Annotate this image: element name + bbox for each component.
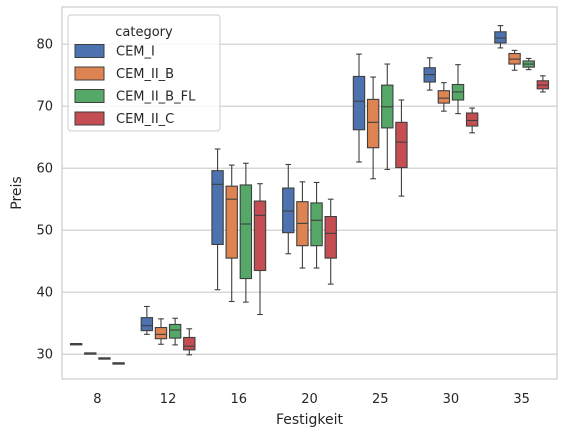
box-iqr xyxy=(140,317,154,332)
box-cem-ii-b-fl xyxy=(522,57,535,71)
box-cem-i xyxy=(282,163,295,255)
box-cem-ii-b xyxy=(154,318,168,345)
box-iqr xyxy=(239,184,253,280)
box-cem-ii-b-fl xyxy=(98,357,111,360)
y-tick-label: 30 xyxy=(36,348,53,363)
legend-swatch xyxy=(74,111,105,126)
box-cem-ii-b xyxy=(437,82,451,112)
box-cem-i xyxy=(140,305,154,335)
box-iqr xyxy=(437,90,451,104)
x-tick-label: 12 xyxy=(160,392,177,407)
x-tick-label: 35 xyxy=(513,392,530,407)
box-cem-ii-b xyxy=(296,181,309,269)
box-iqr xyxy=(310,202,323,247)
box-cem-i xyxy=(211,148,224,291)
box-cem-ii-b xyxy=(84,352,97,355)
legend-swatch xyxy=(74,66,105,81)
box-cem-ii-c xyxy=(395,99,408,197)
y-tick-label: 40 xyxy=(36,286,53,301)
y-tick-label: 80 xyxy=(36,38,53,53)
box-iqr xyxy=(324,216,337,259)
y-axis-label: Preis xyxy=(9,176,25,209)
box-cem-ii-b-fl xyxy=(168,317,182,346)
legend: category CEM_I CEM_II_B CEM_II_B_FL CEM_II_… xyxy=(67,14,221,132)
box-cem-i xyxy=(423,57,436,91)
box-iqr xyxy=(465,112,479,127)
x-tick-label: 16 xyxy=(231,392,248,407)
box-iqr xyxy=(168,323,182,339)
box-cem-ii-b-fl xyxy=(239,162,253,303)
box-cem-ii-c xyxy=(253,183,267,316)
box-cem-ii-c xyxy=(324,198,337,285)
legend-frame xyxy=(67,14,221,132)
box-iqr xyxy=(395,121,408,169)
x-tick-label: 30 xyxy=(443,392,460,407)
y-axis-ticks: 30 40 50 60 70 80 xyxy=(36,38,53,363)
box-cem-ii-b-fl xyxy=(381,63,394,170)
box-iqr xyxy=(225,185,238,259)
x-tick-label: 25 xyxy=(372,392,389,407)
box-cem-i xyxy=(69,343,83,346)
legend-label: CEM_II_B_FL xyxy=(116,90,196,105)
legend-label: CEM_II_C xyxy=(116,112,174,127)
y-tick-label: 60 xyxy=(36,162,53,177)
legend-label: CEM_I xyxy=(116,45,155,60)
box-cem-i xyxy=(352,53,366,163)
box-cem-ii-b xyxy=(366,76,380,180)
box-cem-ii-b-fl xyxy=(310,181,323,269)
box-cem-ii-b xyxy=(508,49,521,71)
legend-swatch xyxy=(74,44,105,58)
box-cem-ii-b-fl xyxy=(451,64,465,115)
box-cem-ii-c xyxy=(536,75,550,93)
legend-title: category xyxy=(115,25,173,40)
x-axis-label: Festigkeit xyxy=(276,412,344,428)
legend-entries: CEM_I CEM_II_B CEM_II_B_FL CEM_II_C xyxy=(74,44,196,127)
box-iqr xyxy=(211,170,224,246)
box-iqr xyxy=(154,326,168,340)
x-axis-ticks: 8 12 16 20 25 30 35 xyxy=(93,392,530,407)
box-iqr xyxy=(494,31,507,44)
box-cem-ii-c xyxy=(112,362,125,365)
box-iqr xyxy=(253,200,267,272)
box-iqr xyxy=(352,75,366,131)
box-plot-series xyxy=(69,25,550,365)
y-tick-label: 70 xyxy=(36,100,53,115)
plot-area-frame xyxy=(61,6,558,380)
x-tick-label: 20 xyxy=(301,392,318,407)
legend-swatch xyxy=(74,89,105,103)
box-iqr xyxy=(282,187,295,234)
box-iqr xyxy=(366,98,380,149)
x-tick-label: 8 xyxy=(93,392,101,407)
box-cem-i xyxy=(494,25,507,49)
box-cem-ii-c xyxy=(183,328,196,356)
legend-label: CEM_II_B xyxy=(116,67,174,82)
box-cem-ii-c xyxy=(465,107,479,134)
y-tick-label: 50 xyxy=(36,224,53,239)
box-iqr xyxy=(183,336,196,351)
box-cem-ii-b xyxy=(225,164,238,303)
